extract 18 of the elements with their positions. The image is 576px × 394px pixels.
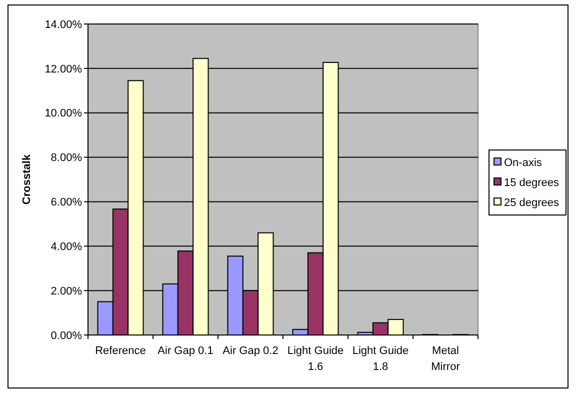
x-tick-label: Reference bbox=[95, 345, 146, 357]
y-tick-label: 6.00% bbox=[50, 196, 82, 209]
x-tick-label: Air Gap 0.2 bbox=[222, 345, 278, 357]
legend-label: On-axis bbox=[504, 156, 542, 169]
y-tick-label: 10.00% bbox=[44, 108, 82, 120]
y-tick-label: 8.00% bbox=[50, 152, 82, 164]
x-tick-label: Light Guide 1.8 bbox=[352, 345, 409, 373]
x-tick-label: Air Gap 0.1 bbox=[158, 345, 214, 357]
legend-label: 15 degrees bbox=[504, 176, 560, 189]
y-tick-label: 2.00% bbox=[50, 285, 82, 298]
y-tick-label: 4.00% bbox=[50, 240, 82, 253]
y-tick-label: 14.00% bbox=[44, 18, 82, 31]
y-axis-title: Crosstalk bbox=[21, 154, 33, 205]
y-tick-label: 0.00% bbox=[50, 330, 82, 342]
legend-label: 25 degrees bbox=[504, 196, 560, 209]
y-tick-label: 12.00% bbox=[44, 63, 82, 76]
x-tick-label: Light Guide 1.6 bbox=[287, 345, 344, 373]
x-tick-label: Metal Mirror bbox=[431, 345, 460, 373]
